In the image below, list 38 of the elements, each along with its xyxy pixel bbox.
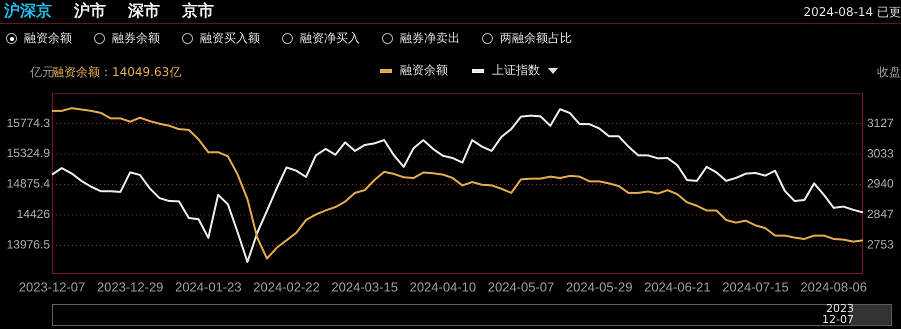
text: 沪深京 [4, 1, 52, 20]
legend-label: 上证指数 [492, 62, 540, 79]
x-tick-label: 2023-12-29 [96, 279, 164, 294]
x-tick-label: 2024-05-07 [488, 279, 554, 294]
text: 融资净买入 [300, 30, 360, 47]
x-tick-label: 2024-05-29 [566, 279, 632, 294]
x-tick-label: 2024-08-06 [800, 279, 867, 294]
y2-tick-label: 2940 [867, 176, 894, 191]
x-tick-label: 2024-03-15 [331, 279, 398, 294]
text: 融资余额 [24, 30, 72, 47]
y2-tick-label: 3127 [867, 116, 894, 130]
y2-tick-label: 3033 [867, 146, 894, 160]
text: 深市 [128, 1, 160, 20]
x-tick-label: 2024-01-23 [175, 279, 242, 294]
y-axis-title: 亿元 [30, 64, 54, 81]
y2-tick-label: 2847 [867, 207, 894, 222]
x-tick-label: 2024-04-10 [410, 279, 476, 294]
legend-label: 融资余额 [400, 62, 448, 79]
text: 京市 [182, 1, 214, 20]
y-tick-label: 13976.5 [6, 238, 50, 252]
y-tick-label: 15324.9 [6, 146, 50, 160]
y-tick-label: 14426 [16, 207, 50, 222]
x-tick-label: 2024-06-21 [644, 279, 711, 294]
y2-axis-title: 收盘 [877, 64, 901, 81]
x-tick-label: 2023-12-07 [18, 279, 86, 294]
x-tick-label: 2024-07-15 [722, 279, 789, 294]
text: 2023 12-07 [822, 302, 854, 326]
text: 2024-08-14 已更 [803, 4, 901, 21]
x-tick-label: 2024-02-22 [253, 279, 320, 294]
text: 两融余额占比 [500, 30, 572, 47]
y2-tick-label: 2753 [867, 238, 894, 252]
text: 融券净卖出 [400, 30, 460, 47]
text: 融资买入额 [200, 30, 260, 47]
text: 融券余额 [112, 30, 160, 47]
y-tick-label: 15774.3 [6, 116, 50, 130]
y-tick-label: 14875.4 [6, 176, 50, 191]
text: 融资余额：14049.63亿 [52, 64, 182, 81]
text: 沪市 [74, 1, 106, 20]
